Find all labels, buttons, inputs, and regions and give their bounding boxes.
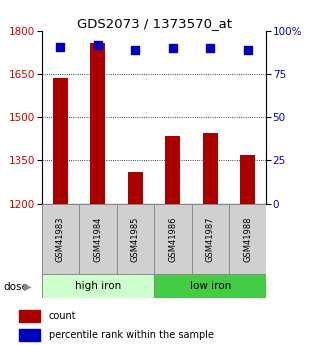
FancyBboxPatch shape: [42, 274, 154, 298]
Text: dose: dose: [3, 282, 28, 292]
FancyBboxPatch shape: [154, 274, 266, 298]
Text: GSM41983: GSM41983: [56, 216, 65, 262]
Bar: [19, 310, 40, 322]
Bar: [128, 172, 143, 204]
Point: [245, 47, 250, 53]
Bar: [91, 42, 105, 204]
Text: percentile rank within the sample: percentile rank within the sample: [49, 330, 214, 340]
FancyBboxPatch shape: [192, 204, 229, 274]
Text: GSM41986: GSM41986: [168, 216, 177, 262]
Bar: [240, 155, 255, 204]
Bar: [19, 329, 40, 341]
Point: [58, 44, 63, 49]
Text: high iron: high iron: [75, 282, 121, 291]
Text: GSM41988: GSM41988: [243, 216, 252, 262]
Title: GDS2073 / 1373570_at: GDS2073 / 1373570_at: [77, 17, 231, 30]
FancyBboxPatch shape: [42, 204, 79, 274]
Bar: [203, 133, 218, 204]
FancyBboxPatch shape: [229, 204, 266, 274]
Text: GSM41987: GSM41987: [206, 216, 215, 262]
FancyBboxPatch shape: [117, 204, 154, 274]
Text: GSM41985: GSM41985: [131, 216, 140, 262]
Point: [208, 46, 213, 51]
FancyBboxPatch shape: [154, 204, 192, 274]
Text: count: count: [49, 311, 76, 321]
FancyBboxPatch shape: [79, 204, 117, 274]
Point: [95, 42, 100, 48]
Bar: [53, 78, 68, 204]
Bar: [165, 136, 180, 204]
Point: [133, 47, 138, 53]
Text: ▶: ▶: [24, 282, 31, 292]
Text: low iron: low iron: [190, 282, 231, 291]
Point: [170, 46, 175, 51]
Text: GSM41984: GSM41984: [93, 216, 102, 262]
